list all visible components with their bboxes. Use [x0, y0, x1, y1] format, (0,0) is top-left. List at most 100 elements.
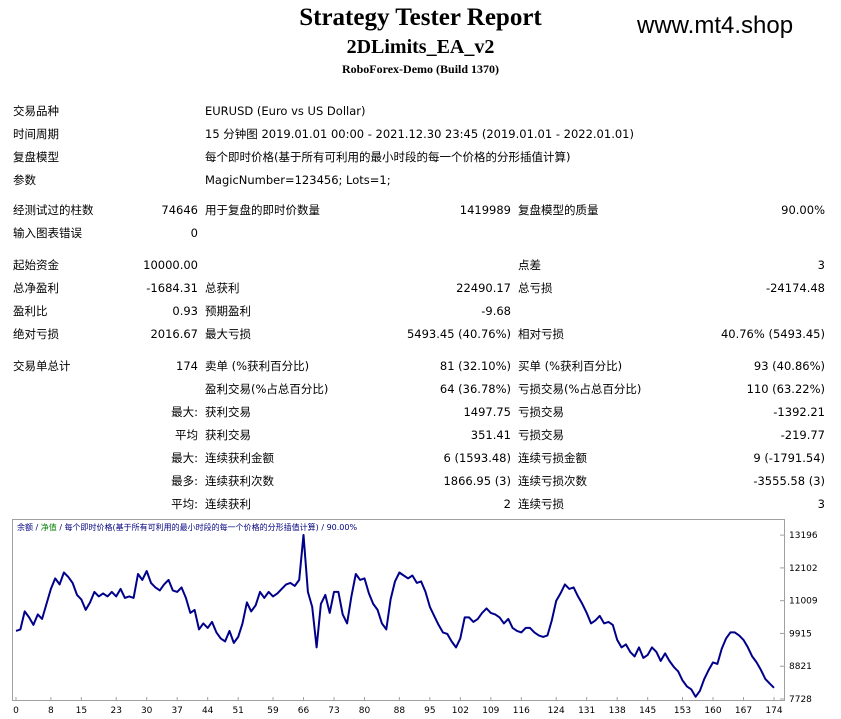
chart-legend: 余额 / 净值 / 每个即时价格(基于所有可利用的最小时段的每一个价格的分形插值…	[17, 522, 357, 533]
symbol-label: 交易品种	[13, 104, 59, 118]
bars-value: 74646	[161, 203, 198, 217]
average-loss-value: -219.77	[780, 428, 825, 442]
gross-profit-label: 总获利	[205, 281, 240, 295]
x-tick-label: 138	[609, 706, 626, 716]
x-tick-label: 30	[141, 706, 153, 716]
profit-factor-label: 盈利比	[13, 304, 48, 318]
gross-profit-value: 22490.17	[456, 281, 511, 295]
y-tick-label: 13196	[789, 531, 818, 541]
x-tick-label: 80	[359, 706, 371, 716]
max-consecutive-prefix: 最大:	[171, 451, 198, 465]
y-tick-label: 8821	[789, 662, 812, 672]
symbol-value: EURUSD (Euro vs US Dollar)	[205, 104, 366, 118]
x-tick-label: 167	[735, 706, 752, 716]
params-label: 参数	[13, 173, 36, 187]
x-tick-label: 145	[639, 706, 656, 716]
balance-line	[15, 534, 775, 698]
x-tick-label: 116	[513, 706, 530, 716]
x-tick-label: 174	[765, 706, 782, 716]
watermark: www.mt4.shop	[637, 12, 794, 39]
x-tick-label: 37	[171, 706, 182, 716]
x-tick-label: 59	[267, 706, 279, 716]
x-tick-label: 160	[704, 706, 721, 716]
maximal-wins-value: 1866.95 (3)	[443, 474, 511, 488]
net-profit-label: 总净盈利	[13, 281, 59, 295]
long-positions-value: 93 (40.86%)	[753, 359, 825, 373]
rel-drawdown-value: 40.76% (5493.45)	[720, 327, 825, 341]
largest-profit-value: 1497.75	[463, 405, 511, 419]
spread-value: 3	[817, 258, 825, 272]
avg-consecutive-wins-value: 2	[503, 497, 511, 511]
net-profit-value: -1684.31	[146, 281, 198, 295]
balance-chart: 13196 12102 11009 9915 8821 7728 0 8 15 23 30 37 44…	[12, 519, 818, 716]
quality-label: 复盘模型的质量	[518, 203, 599, 217]
errors-value: 0	[190, 226, 198, 240]
legend-equity: 净值	[40, 523, 57, 532]
x-tick-label: 124	[548, 706, 565, 716]
x-tick-label: 8	[48, 706, 54, 716]
x-tick-label: 15	[76, 706, 87, 716]
maximal-wins-label: 连续获利次数	[205, 474, 274, 488]
y-tick-label: 11009	[789, 597, 818, 607]
max-drawdown-value: 5493.45 (40.76%)	[406, 327, 511, 341]
profit-factor-value: 0.93	[172, 304, 198, 318]
expected-payoff-label: 预期盈利	[205, 304, 251, 318]
maximal-prefix: 最多:	[171, 474, 198, 488]
x-tick-label: 0	[13, 706, 19, 716]
x-tick-label: 102	[452, 706, 469, 716]
average-profit-label: 获利交易	[205, 428, 251, 442]
model-label: 复盘模型	[13, 150, 59, 164]
avg-consecutive-prefix: 平均:	[171, 497, 198, 511]
x-tick-label: 66	[298, 706, 310, 716]
largest-loss-label: 亏损交易	[518, 405, 564, 419]
max-consecutive-losses-label: 连续亏损金额	[518, 451, 587, 465]
legend-sep: /	[33, 523, 41, 532]
y-tick-label: 12102	[789, 564, 818, 574]
gross-loss-label: 总亏损	[518, 281, 553, 295]
ea-name: 2DLimits_EA_v2	[346, 36, 495, 58]
expected-payoff-value: -9.68	[481, 304, 511, 318]
average-prefix: 平均	[175, 428, 198, 442]
params-value: MagicNumber=123456; Lots=1;	[205, 173, 391, 187]
abs-drawdown-label: 绝对亏损	[13, 327, 59, 341]
largest-loss-value: -1392.21	[773, 405, 825, 419]
maximal-losses-value: -3555.58 (3)	[753, 474, 825, 488]
average-profit-value: 351.41	[470, 428, 511, 442]
period-label: 时间周期	[13, 127, 59, 141]
ticks-label: 用于复盘的即时价数量	[205, 203, 320, 217]
profit-trades-label: 盈利交易(%占总百分比)	[205, 382, 329, 396]
spread-label: 点差	[518, 258, 541, 272]
model-value: 每个即时价格(基于所有可利用的最小时段的每一个价格的分形插值计算)	[205, 150, 571, 164]
loss-trades-label: 亏损交易(%占总百分比)	[518, 382, 642, 396]
y-tick-label: 9915	[789, 629, 812, 639]
x-tick-label: 95	[424, 706, 435, 716]
maximal-losses-label: 连续亏损次数	[518, 474, 587, 488]
quality-value: 90.00%	[781, 203, 825, 217]
gross-loss-value: -24174.48	[765, 281, 825, 295]
max-drawdown-label: 最大亏损	[205, 327, 251, 341]
x-tick-label: 51	[232, 706, 243, 716]
bars-label: 经测试过的柱数	[13, 203, 94, 217]
period-value: 15 分钟图 2019.01.01 00:00 - 2021.12.30 23:…	[205, 127, 634, 141]
max-consecutive-wins-value: 6 (1593.48)	[443, 451, 511, 465]
total-trades-value: 174	[176, 359, 198, 373]
max-consecutive-wins-label: 连续获利金额	[205, 451, 274, 465]
server-build: RoboForex-Demo (Build 1370)	[341, 62, 500, 76]
total-trades-label: 交易单总计	[13, 359, 71, 373]
rel-drawdown-label: 相对亏损	[518, 327, 564, 341]
avg-consecutive-losses-label: 连续亏损	[518, 497, 564, 511]
legend-desc: / 每个即时价格(基于所有可利用的最小时段的每一个价格的分形插值计算) / 90…	[56, 523, 358, 532]
plot-area	[12, 519, 785, 701]
ticks-value: 1419989	[459, 203, 511, 217]
x-tick-label: 88	[394, 706, 406, 716]
y-tick-label: 7728	[789, 695, 812, 705]
loss-trades-value: 110 (63.22%)	[746, 382, 825, 396]
max-consecutive-losses-value: 9 (-1791.54)	[753, 451, 825, 465]
deposit-value: 10000.00	[143, 258, 198, 272]
x-tick-label: 131	[578, 706, 595, 716]
short-positions-label: 卖单 (%获利百分比)	[205, 359, 310, 373]
avg-consecutive-wins-label: 连续获利	[205, 497, 251, 511]
deposit-label: 起始资金	[13, 258, 59, 272]
report-title: Strategy Tester Report	[299, 4, 542, 31]
average-loss-label: 亏损交易	[518, 428, 564, 442]
